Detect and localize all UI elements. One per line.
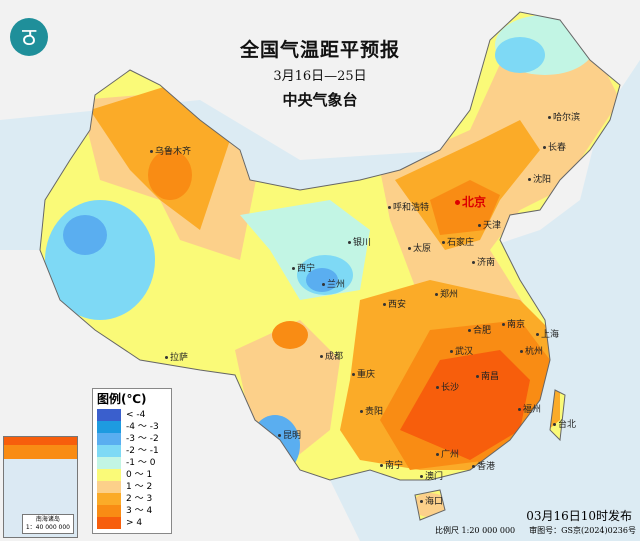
legend: 图例(℃) < -4 -4 ～ -3 -3 ～ -2 -2 ～ -1 -1 ～ 0 0 ～… [92,388,172,534]
city-label: 昆明 [278,431,301,441]
city-label: 福州 [518,405,541,415]
legend-item: 0 ～ 1 [97,469,167,481]
map-footer: 比例尺 1:20 000 000 审图号：GS京(2024)0236号 [435,526,636,536]
city-label: 石家庄 [442,238,474,248]
legend-title: 图例(℃) [97,392,147,406]
city-label: 济南 [472,258,495,268]
legend-label: > 4 [126,518,143,528]
inset-label: 南海诸岛 [35,516,60,523]
legend-swatch [97,493,121,505]
city-label: 沈阳 [528,175,551,185]
map-title: 全国气温距平预报 [239,39,400,61]
legend-swatch [97,469,121,481]
legend-item: 2 ～ 3 [97,493,167,505]
legend-item: > 4 [97,517,167,529]
city-label: 澳门 [420,472,443,482]
legend-swatch [97,445,121,457]
legend-label: -2 ～ -1 [126,446,159,456]
city-label: 兰州 [322,280,345,290]
legend-item: -3 ～ -2 [97,433,167,445]
legend-swatch [97,457,121,469]
city-label: 西宁 [292,264,315,274]
legend-label: 1 ～ 2 [126,482,153,492]
inset-scale: 1：40 000 000 [25,524,70,531]
legend-swatch [97,481,121,493]
organization: 中央气象台 [282,91,358,109]
city-label: 长春 [543,143,566,153]
legend-label: -3 ～ -2 [126,434,159,444]
legend-label: -4 ～ -3 [126,422,159,432]
legend-swatch [97,433,121,445]
city-label: 西安 [383,300,406,310]
city-label: 南宁 [380,461,403,471]
legend-item: -4 ～ -3 [97,421,167,433]
legend-item: < -4 [97,409,167,421]
city-label: 长沙 [436,383,459,393]
city-label: 哈尔滨 [548,113,580,123]
city-label: 杭州 [520,347,543,357]
city-label: 成都 [320,352,343,362]
issue-time: 03月16日10时发布 [526,509,632,523]
city-label: 呼和浩特 [388,203,429,213]
review-number: 审图号：GS京(2024)0236号 [529,526,636,535]
legend-label: 3 ～ 4 [126,506,153,516]
legend-swatch [97,505,121,517]
city-label: 拉萨 [165,353,188,363]
legend-label: 0 ～ 1 [126,470,153,480]
city-label: 广州 [436,450,459,460]
legend-item: -2 ～ -1 [97,445,167,457]
city-label: 上海 [536,330,559,340]
city-label: 海口 [420,497,443,507]
cma-logo: ठ [10,18,48,56]
legend-swatch [97,409,121,421]
city-label: 太原 [408,244,431,254]
city-label: 武汉 [450,347,473,357]
legend-label: 2 ～ 3 [126,494,153,504]
legend-swatch [97,517,121,529]
inset-caption: 南海诸岛 1：40 000 000 [21,514,74,534]
city-label: 南京 [502,320,525,330]
city-label: 台北 [553,420,576,430]
south-china-sea-inset: 南海诸岛 1：40 000 000 [3,436,78,538]
city-label: 合肥 [468,326,491,336]
city-label-capital: 北京 [455,196,486,209]
city-label: 香港 [472,462,495,472]
date-range: 3月16日—25日 [273,69,367,84]
city-label: 乌鲁木齐 [150,147,191,157]
legend-item: -1 ～ 0 [97,457,167,469]
city-label: 南昌 [476,372,499,382]
city-label: 银川 [348,238,371,248]
legend-label: -1 ～ 0 [126,458,156,468]
map-scale: 比例尺 1:20 000 000 [435,526,516,535]
legend-item: 1 ～ 2 [97,481,167,493]
legend-swatch [97,421,121,433]
city-label: 郑州 [435,290,458,300]
legend-label: < -4 [126,410,146,420]
city-label: 贵阳 [360,407,383,417]
city-label: 重庆 [352,370,375,380]
city-label: 天津 [478,221,501,231]
legend-item: 3 ～ 4 [97,505,167,517]
